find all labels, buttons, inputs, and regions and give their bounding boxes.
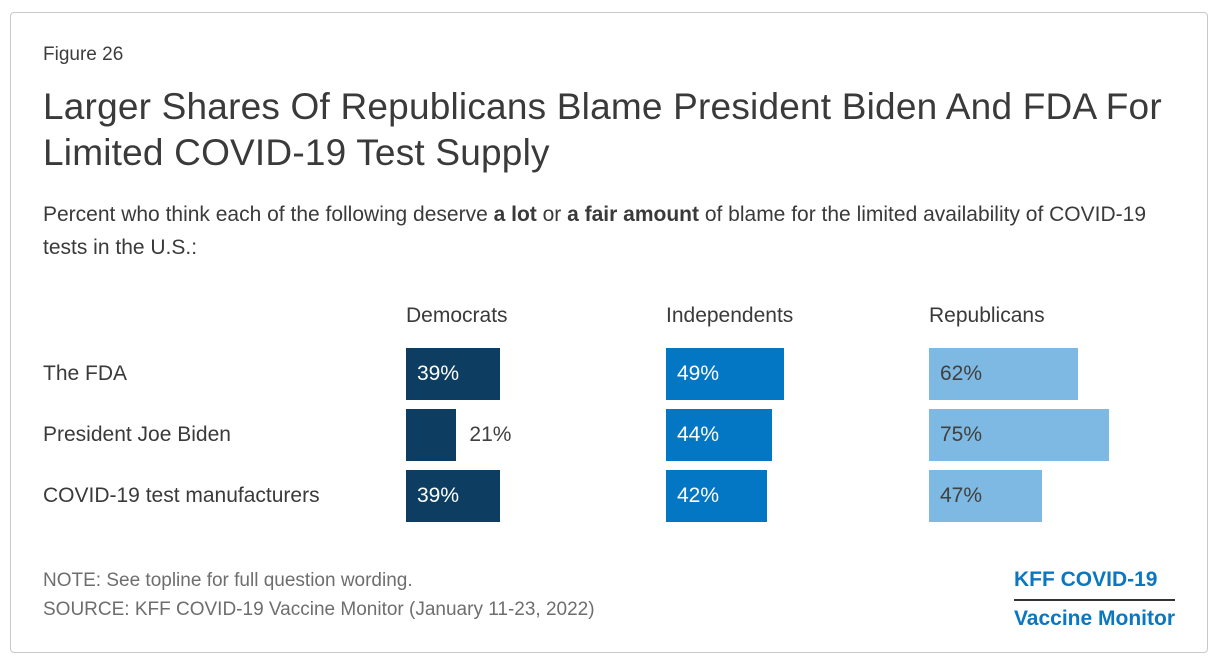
- bar-value: 44%: [677, 423, 720, 446]
- bar-value: 47%: [940, 484, 983, 507]
- bar-independents: 49%: [666, 348, 784, 400]
- figure-footer: NOTE: See topline for full question word…: [43, 566, 1175, 631]
- bar-independents: 44%: [666, 409, 772, 461]
- bar-cell: 75%: [929, 409, 1175, 461]
- bar-value: 39%: [417, 484, 460, 507]
- column-header-independents: Independents: [666, 304, 794, 327]
- chart-rows: The FDA 39% 49% 62% President Joe Biden 21% 44…: [43, 348, 1175, 522]
- figure-card: Figure 26 Larger Shares Of Republicans B…: [10, 12, 1208, 653]
- bar-cell: 47%: [929, 470, 1175, 522]
- bar-republicans: 47%: [929, 470, 1042, 522]
- bar-democrats: 39%: [406, 348, 500, 400]
- subtitle-emphasis: a lot: [493, 203, 537, 226]
- bar-chart: Democrats Independents Republicans The F…: [43, 304, 1175, 522]
- bar-value: 49%: [677, 362, 720, 385]
- bar-cell: 42%: [666, 470, 929, 522]
- bar-cell: 49%: [666, 348, 929, 400]
- bar-republicans: 75%: [929, 409, 1109, 461]
- bar-value: 75%: [940, 423, 983, 446]
- bar-value: 42%: [677, 484, 720, 507]
- bar-independents: 42%: [666, 470, 767, 522]
- subtitle-text: of blame for the limited availability of…: [43, 203, 1147, 259]
- bar-republicans: 62%: [929, 348, 1078, 400]
- note-block: NOTE: See topline for full question word…: [43, 566, 595, 624]
- column-header-democrats: Democrats: [406, 304, 508, 327]
- chart-row: The FDA 39% 49% 62%: [43, 348, 1175, 400]
- source-text: SOURCE: KFF COVID-19 Vaccine Monitor (Ja…: [43, 599, 595, 620]
- figure-label: Figure 26: [43, 44, 124, 65]
- bar-cell: 39%: [406, 470, 666, 522]
- bar-value: 39%: [417, 362, 460, 385]
- row-label: The FDA: [43, 362, 128, 385]
- logo-line-1: KFF COVID-19: [1013, 568, 1175, 601]
- logo-line-2: Vaccine Monitor: [1013, 607, 1175, 630]
- bar-cell: 39%: [406, 348, 666, 400]
- bar-cell: 21%: [406, 409, 666, 461]
- column-header-row: Democrats Independents Republicans: [43, 304, 1175, 328]
- bar-value: 21%: [469, 423, 512, 446]
- bar-democrats: [406, 409, 457, 461]
- chart-row: COVID-19 test manufacturers 39% 42% 47%: [43, 470, 1175, 522]
- bar-democrats: 39%: [406, 470, 500, 522]
- row-label: COVID-19 test manufacturers: [43, 484, 320, 507]
- subtitle-emphasis: a fair amount: [567, 203, 699, 226]
- bar-cell: 44%: [666, 409, 929, 461]
- row-label: President Joe Biden: [43, 423, 231, 446]
- chart-row: President Joe Biden 21% 44% 75%: [43, 409, 1175, 461]
- figure-title: Larger Shares Of Republicans Blame Presi…: [43, 86, 1162, 173]
- note-text: NOTE: See topline for full question word…: [43, 570, 413, 591]
- kff-vaccine-monitor-logo: KFF COVID-19 Vaccine Monitor: [1013, 568, 1175, 631]
- subtitle-text: or: [536, 203, 568, 226]
- subtitle-text: Percent who think each of the following …: [43, 203, 494, 226]
- bar-value: 62%: [940, 362, 983, 385]
- column-header-republicans: Republicans: [929, 304, 1045, 327]
- bar-cell: 62%: [929, 348, 1175, 400]
- figure-subtitle: Percent who think each of the following …: [43, 198, 1177, 264]
